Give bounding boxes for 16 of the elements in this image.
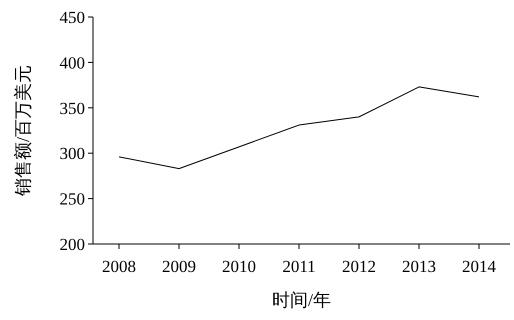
x-tick-label: 2008 — [102, 257, 136, 276]
y-axis-title: 销售额/百万美元 — [13, 64, 33, 198]
y-tick-label: 450 — [60, 8, 85, 27]
y-tick-label: 250 — [60, 190, 85, 209]
y-tick-label: 350 — [60, 98, 85, 118]
x-tick-label: 2012 — [342, 257, 376, 276]
x-tick-label: 2014 — [462, 257, 496, 276]
x-tick-label: 2013 — [402, 257, 436, 276]
y-tick-label: 300 — [60, 144, 85, 164]
x-tick-label: 2009 — [162, 257, 196, 276]
line-series — [118, 86, 480, 170]
x-axis-title: 时间/年 — [272, 290, 332, 310]
x-tick-label: 2010 — [222, 257, 256, 276]
y-tick-label: 400 — [60, 53, 85, 72]
y-tick-label: 200 — [60, 235, 85, 254]
x-tick-label: 2011 — [282, 257, 316, 276]
